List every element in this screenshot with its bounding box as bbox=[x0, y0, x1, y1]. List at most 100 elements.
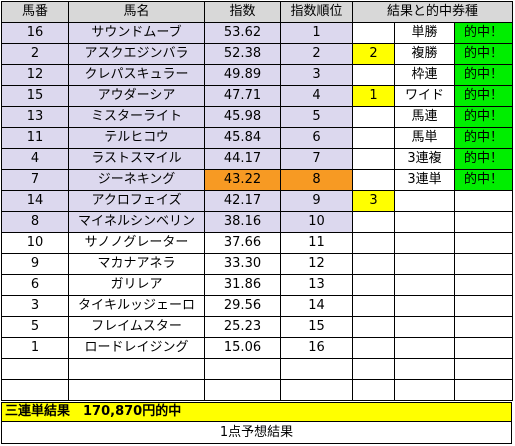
horse-no-cell[interactable]: 7 bbox=[1, 169, 69, 191]
hit-cell[interactable] bbox=[454, 337, 513, 359]
bet-type-cell[interactable]: 馬連 bbox=[394, 106, 455, 128]
bet-type-cell[interactable] bbox=[394, 190, 455, 212]
index-cell[interactable]: 52.38 bbox=[204, 43, 281, 65]
empty-cell[interactable] bbox=[454, 379, 513, 401]
empty-cell[interactable] bbox=[1, 379, 69, 401]
index-cell[interactable]: 49.89 bbox=[204, 64, 281, 86]
horse-no-cell[interactable]: 11 bbox=[1, 127, 69, 149]
horse-no-cell[interactable]: 13 bbox=[1, 106, 69, 128]
bet-type-cell[interactable] bbox=[394, 337, 455, 359]
horse-name-cell[interactable]: ラストスマイル bbox=[68, 148, 205, 170]
bet-type-cell[interactable] bbox=[394, 232, 455, 254]
index-cell[interactable]: 44.17 bbox=[204, 148, 281, 170]
empty-cell[interactable] bbox=[68, 358, 205, 380]
index-rank-cell[interactable]: 2 bbox=[280, 43, 353, 65]
bet-type-cell[interactable]: 複勝 bbox=[394, 43, 455, 65]
index-cell[interactable]: 29.56 bbox=[204, 295, 281, 317]
horse-name-cell[interactable]: アスクエジンバラ bbox=[68, 43, 205, 65]
horse-no-cell[interactable]: 9 bbox=[1, 253, 69, 275]
horse-name-cell[interactable]: テルヒコウ bbox=[68, 127, 205, 149]
result-order-cell[interactable] bbox=[352, 169, 395, 191]
index-cell[interactable]: 45.84 bbox=[204, 127, 281, 149]
bet-type-cell[interactable]: 単勝 bbox=[394, 22, 455, 44]
result-order-cell[interactable]: 2 bbox=[352, 43, 395, 65]
index-cell[interactable]: 47.71 bbox=[204, 85, 281, 107]
horse-name-cell[interactable]: マイネルシンベリン bbox=[68, 211, 205, 233]
hit-cell[interactable] bbox=[454, 232, 513, 254]
index-rank-cell[interactable]: 13 bbox=[280, 274, 353, 296]
index-cell[interactable]: 45.98 bbox=[204, 106, 281, 128]
index-cell[interactable]: 37.66 bbox=[204, 232, 281, 254]
empty-cell[interactable] bbox=[352, 379, 395, 401]
bet-type-cell[interactable] bbox=[394, 295, 455, 317]
result-order-cell[interactable] bbox=[352, 295, 395, 317]
horse-no-cell[interactable]: 2 bbox=[1, 43, 69, 65]
hit-cell[interactable]: 的中！ bbox=[454, 148, 513, 170]
horse-name-cell[interactable]: クレパスキュラー bbox=[68, 64, 205, 86]
result-order-cell[interactable] bbox=[352, 211, 395, 233]
horse-name-cell[interactable]: マカナアネラ bbox=[68, 253, 205, 275]
header-horse-no[interactable]: 馬番 bbox=[1, 1, 69, 23]
empty-cell[interactable] bbox=[280, 358, 353, 380]
horse-name-cell[interactable]: アクロフェイズ bbox=[68, 190, 205, 212]
index-cell[interactable]: 31.86 bbox=[204, 274, 281, 296]
horse-name-cell[interactable]: タイキルッジェーロ bbox=[68, 295, 205, 317]
index-cell[interactable]: 25.23 bbox=[204, 316, 281, 338]
hit-cell[interactable]: 的中！ bbox=[454, 127, 513, 149]
horse-no-cell[interactable]: 16 bbox=[1, 22, 69, 44]
bet-type-cell[interactable]: 枠連 bbox=[394, 64, 455, 86]
index-rank-cell[interactable]: 4 bbox=[280, 85, 353, 107]
header-horse-name[interactable]: 馬名 bbox=[68, 1, 205, 23]
hit-cell[interactable] bbox=[454, 295, 513, 317]
bet-type-cell[interactable] bbox=[394, 253, 455, 275]
index-cell[interactable]: 38.16 bbox=[204, 211, 281, 233]
empty-cell[interactable] bbox=[352, 358, 395, 380]
index-cell[interactable]: 42.17 bbox=[204, 190, 281, 212]
hit-cell[interactable]: 的中！ bbox=[454, 169, 513, 191]
index-rank-cell[interactable]: 3 bbox=[280, 64, 353, 86]
hit-cell[interactable] bbox=[454, 316, 513, 338]
horse-no-cell[interactable]: 1 bbox=[1, 337, 69, 359]
horse-no-cell[interactable]: 15 bbox=[1, 85, 69, 107]
index-rank-cell[interactable]: 15 bbox=[280, 316, 353, 338]
result-order-cell[interactable] bbox=[352, 274, 395, 296]
index-rank-cell[interactable]: 1 bbox=[280, 22, 353, 44]
empty-cell[interactable] bbox=[68, 379, 205, 401]
bet-type-cell[interactable] bbox=[394, 211, 455, 233]
bet-type-cell[interactable]: ワイド bbox=[394, 85, 455, 107]
horse-no-cell[interactable]: 12 bbox=[1, 64, 69, 86]
index-rank-cell[interactable]: 10 bbox=[280, 211, 353, 233]
hit-cell[interactable]: 的中！ bbox=[454, 85, 513, 107]
result-order-cell[interactable] bbox=[352, 232, 395, 254]
horse-name-cell[interactable]: ロードレイジング bbox=[68, 337, 205, 359]
header-index-rank[interactable]: 指数順位 bbox=[280, 1, 353, 23]
empty-cell[interactable] bbox=[204, 358, 281, 380]
horse-name-cell[interactable]: ミスターライト bbox=[68, 106, 205, 128]
empty-cell[interactable] bbox=[1, 358, 69, 380]
horse-no-cell[interactable]: 6 bbox=[1, 274, 69, 296]
result-order-cell[interactable] bbox=[352, 127, 395, 149]
hit-cell[interactable] bbox=[454, 253, 513, 275]
hit-cell[interactable]: 的中！ bbox=[454, 22, 513, 44]
index-cell[interactable]: 53.62 bbox=[204, 22, 281, 44]
result-order-cell[interactable] bbox=[352, 253, 395, 275]
empty-cell[interactable] bbox=[454, 358, 513, 380]
horse-name-cell[interactable]: アウダーシア bbox=[68, 85, 205, 107]
horse-no-cell[interactable]: 8 bbox=[1, 211, 69, 233]
index-rank-cell[interactable]: 11 bbox=[280, 232, 353, 254]
index-rank-cell[interactable]: 12 bbox=[280, 253, 353, 275]
header-result[interactable]: 結果と的中券種 bbox=[352, 1, 513, 23]
index-rank-cell[interactable]: 8 bbox=[280, 169, 353, 191]
bet-type-cell[interactable]: 馬単 bbox=[394, 127, 455, 149]
horse-no-cell[interactable]: 14 bbox=[1, 190, 69, 212]
result-order-cell[interactable] bbox=[352, 337, 395, 359]
result-order-cell[interactable]: 1 bbox=[352, 85, 395, 107]
hit-cell[interactable]: 的中！ bbox=[454, 64, 513, 86]
horse-name-cell[interactable]: ガリレア bbox=[68, 274, 205, 296]
hit-cell[interactable] bbox=[454, 190, 513, 212]
index-cell[interactable]: 33.30 bbox=[204, 253, 281, 275]
horse-no-cell[interactable]: 4 bbox=[1, 148, 69, 170]
result-order-cell[interactable] bbox=[352, 22, 395, 44]
footer-caption[interactable]: 1点予想結果 bbox=[1, 422, 512, 444]
empty-cell[interactable] bbox=[204, 379, 281, 401]
